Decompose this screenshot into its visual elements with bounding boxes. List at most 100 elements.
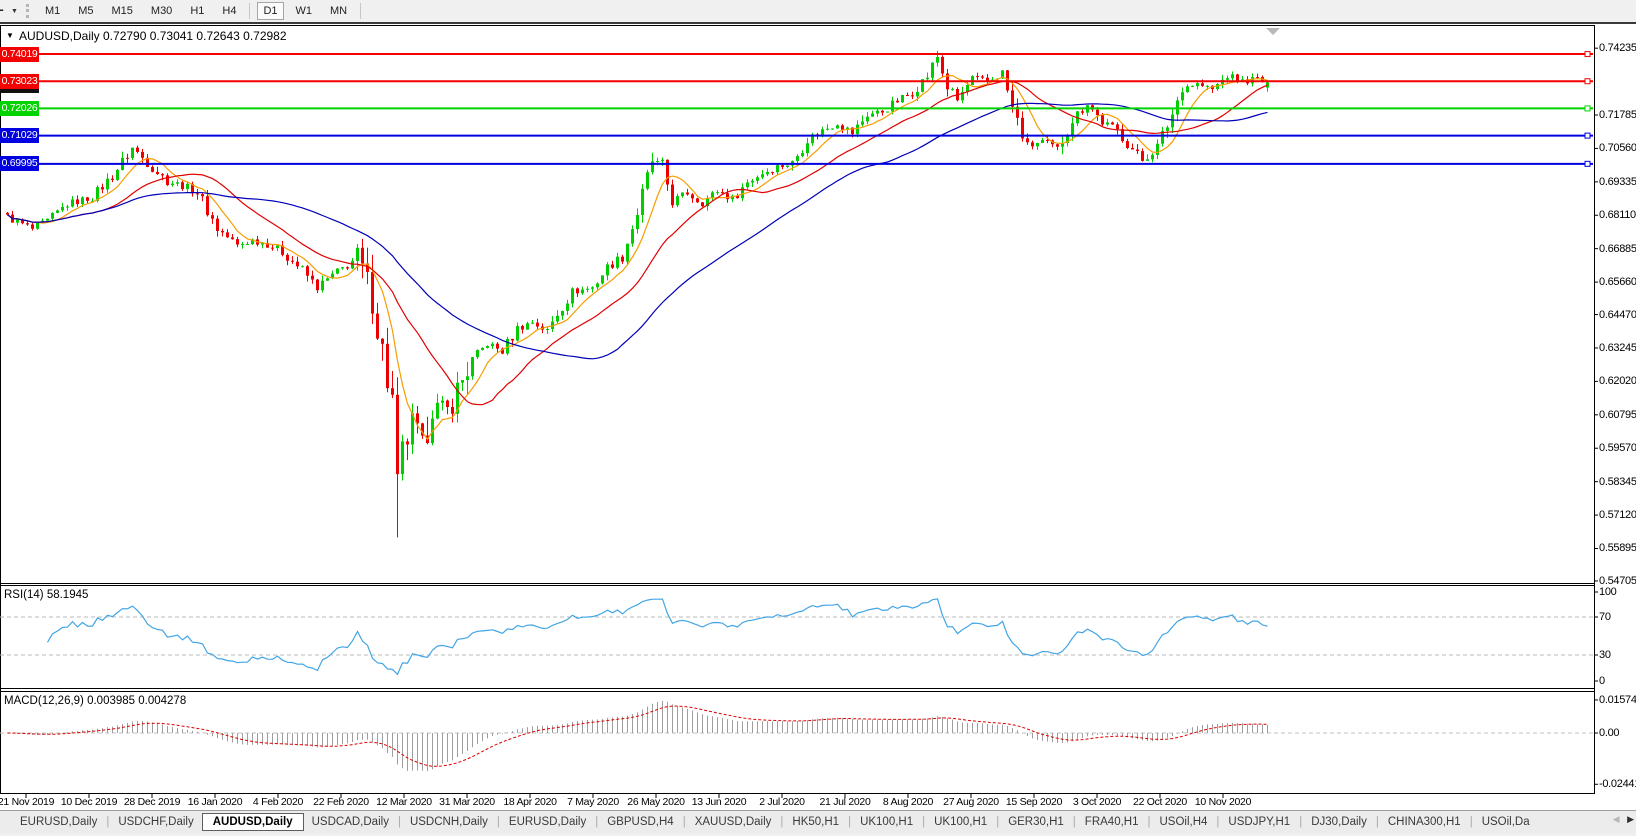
chart-tab-usdcad-daily[interactable]: USDCAD,Daily <box>311 816 389 828</box>
chart-tab-china300-h1[interactable]: CHINA300,H1 <box>1387 816 1461 828</box>
tab-scroll-left-icon[interactable]: ◀ <box>1612 814 1620 824</box>
rsi-scale-label: 70 <box>1599 611 1611 623</box>
toolbar-dropdown-caret[interactable]: ▼ <box>11 7 18 15</box>
chart-tab-fra40-h1[interactable]: FRA40,H1 <box>1084 816 1139 828</box>
timeframe-button-M1[interactable]: M1 <box>44 5 61 17</box>
macd-scale-label: 0.00 <box>1599 727 1620 739</box>
chart-tab-uk100-h1[interactable]: UK100,H1 <box>860 816 914 828</box>
chart-tab-dj30-daily[interactable]: DJ30,Daily <box>1311 816 1367 828</box>
chart-tab-xauusd-daily[interactable]: XAUUSD,Daily <box>694 816 772 828</box>
chart-tab-eurusd-daily[interactable]: EURUSD,Daily <box>508 816 587 828</box>
date-label: 7 May 2020 <box>567 796 619 808</box>
date-label: 15 Sep 2020 <box>1005 796 1063 808</box>
date-label: 13 Jun 2020 <box>691 796 747 808</box>
chart-title-collapse-icon[interactable]: ▼ <box>6 31 14 40</box>
timeframe-button-H1[interactable]: H1 <box>190 5 205 17</box>
tab-separator: | <box>922 816 926 828</box>
date-label: 22 Oct 2020 <box>1133 796 1187 808</box>
hline-handle[interactable] <box>1584 132 1591 139</box>
window-bottom-edge <box>0 833 1636 836</box>
date-label: 10 Dec 2019 <box>60 796 118 808</box>
toolbar-grip[interactable] <box>25 4 29 18</box>
rsi-line <box>46 598 1268 676</box>
price-tick-label: 0.55895 <box>1599 542 1636 555</box>
price-tick-label: 0.74235 <box>1599 42 1636 55</box>
tab-separator: | <box>1469 816 1473 828</box>
chart-tab-audusd-daily[interactable]: AUDUSD,Daily <box>201 813 304 831</box>
tab-separator: | <box>848 816 852 828</box>
date-label: 22 Feb 2020 <box>313 796 369 808</box>
date-label: 21 Nov 2019 <box>0 796 55 808</box>
chart-tab-eurusd-daily[interactable]: EURUSD,Daily <box>20 816 98 828</box>
chart-title: AUDUSD,Daily 0.72790 0.73041 0.72643 0.7… <box>19 29 287 43</box>
price-tick-label: 0.59570 <box>1599 442 1636 455</box>
date-label: 8 Aug 2020 <box>882 796 934 808</box>
ma-slow <box>7 102 1268 360</box>
price-tick-label: 0.68110 <box>1599 209 1636 222</box>
chart-tab-usoil-h4[interactable]: USOil,H4 <box>1159 816 1208 828</box>
hline-handle[interactable] <box>1584 51 1591 58</box>
timeframe-button-M15[interactable]: M15 <box>111 5 133 17</box>
macd-label: MACD(12,26,9) 0.003985 0.004278 <box>4 695 187 707</box>
macd-scale-label: -0.024412 <box>1599 778 1636 791</box>
chart-tab-usdcnh-daily[interactable]: USDCNH,Daily <box>409 816 488 828</box>
price-tick-label: 0.60795 <box>1599 408 1636 421</box>
hline-handle[interactable] <box>1584 105 1591 112</box>
chart-tab-bar: EURUSD,Daily | USDCHF,Daily AUDUSD,Daily USD… <box>0 810 1636 833</box>
chart-tab-uk100-h1[interactable]: UK100,H1 <box>934 816 988 828</box>
date-label: 26 May 2020 <box>627 796 685 808</box>
hline-handle[interactable] <box>1584 160 1591 167</box>
crosshair-tool-icon[interactable]: ✛ <box>0 3 11 19</box>
chart-tab-hk50-h1[interactable]: HK50,H1 <box>792 816 840 828</box>
date-label: 21 Jul 2020 <box>819 796 871 808</box>
timeframe-button-D1[interactable]: D1 <box>257 2 284 20</box>
price-tick-label: 0.69335 <box>1599 175 1636 188</box>
rsi-scale-label: 30 <box>1599 649 1611 661</box>
chart-tab-usdjpy-h1[interactable]: USDJPY,H1 <box>1228 816 1291 828</box>
chart-tab-gbpusd-h4[interactable]: GBPUSD,H4 <box>607 816 674 828</box>
macd-series <box>7 700 1268 772</box>
price-tick-label: 0.58345 <box>1599 475 1636 488</box>
date-label: 28 Dec 2019 <box>123 796 181 808</box>
timeframe-toolbar: ✛ ▼ M1 M5 M15 M30 H1 H4 D1 W1 MN <box>0 0 1636 24</box>
date-label: 31 Mar 2020 <box>439 796 495 808</box>
price-badge-0.74019: 0.74019 <box>0 46 39 62</box>
price-tick-label: 0.57120 <box>1599 509 1636 522</box>
chart-tab-ger30-h1[interactable]: GER30,H1 <box>1008 816 1064 828</box>
rsi-scale-label: 100 <box>1599 586 1617 598</box>
price-badge-0.72026: 0.72026 <box>0 100 39 116</box>
price-tick-label: 0.64470 <box>1599 308 1636 321</box>
ma-fast <box>7 74 1268 441</box>
tab-separator: | <box>1147 816 1151 828</box>
macd-scale-label: 0.015741 <box>1599 693 1636 706</box>
price-tick-label: 0.65660 <box>1599 276 1636 289</box>
tab-separator: | <box>397 816 401 828</box>
date-label: 4 Feb 2020 <box>252 796 304 808</box>
tab-separator: | <box>1072 816 1076 828</box>
hline-handle[interactable] <box>1584 78 1591 85</box>
date-label: 10 Nov 2020 <box>1194 796 1252 808</box>
timeframe-button-M30[interactable]: M30 <box>150 5 173 17</box>
date-label: 3 Oct 2020 <box>1072 796 1122 808</box>
chart-shift-marker[interactable] <box>1266 28 1280 35</box>
tab-separator: | <box>1299 816 1303 828</box>
price-badge-0.71029: 0.71029 <box>0 128 39 144</box>
date-label: 18 Apr 2020 <box>503 796 557 808</box>
tab-separator: | <box>1216 816 1220 828</box>
timeframe-button-MN[interactable]: MN <box>330 5 348 17</box>
tab-scroll-right-icon[interactable]: ▶ <box>1627 814 1634 824</box>
tab-separator: | <box>1375 816 1379 828</box>
macd-signal-line <box>7 705 1268 767</box>
tab-separator: | <box>996 816 1000 828</box>
timeframe-button-H4[interactable]: H4 <box>222 5 237 17</box>
timeframe-button-W1[interactable]: W1 <box>295 5 313 17</box>
toolbar-separator <box>360 3 362 19</box>
tab-separator: | <box>682 816 686 828</box>
toolbar-separator <box>249 3 251 19</box>
chart-tab-usdchf-daily[interactable]: USDCHF,Daily <box>118 816 194 828</box>
timeframe-button-M5[interactable]: M5 <box>78 5 94 17</box>
date-label: 27 Aug 2020 <box>943 796 999 808</box>
chart-tab-usoil-da[interactable]: USOil,Da <box>1481 816 1530 828</box>
